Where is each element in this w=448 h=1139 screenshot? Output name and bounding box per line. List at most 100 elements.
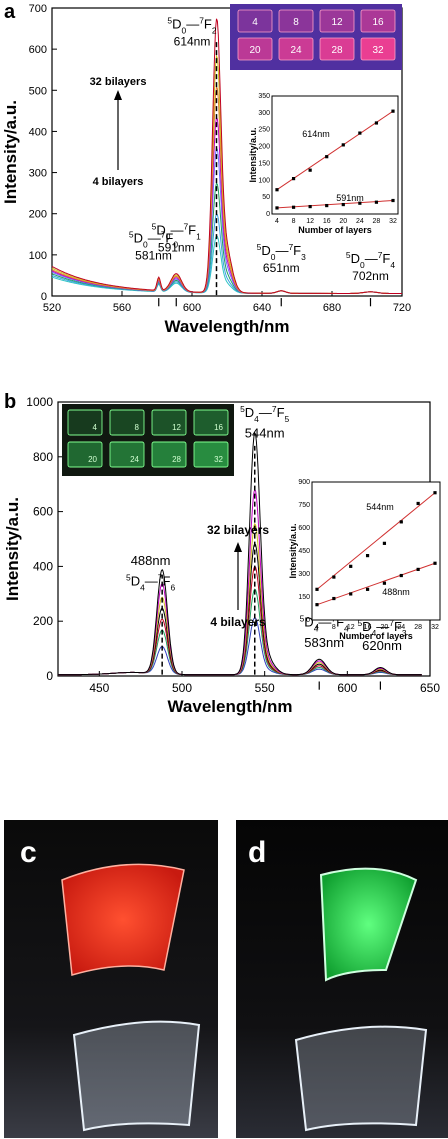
inset-y-tick-label: 50 (262, 194, 270, 201)
panel-a-label: a (4, 1, 16, 23)
film-sample-label: 8 (135, 423, 140, 432)
inset-frame (271, 95, 399, 215)
inset-x-tick-label: 28 (373, 218, 381, 225)
peak-wavelength-label: 488nm (131, 553, 171, 568)
transition-label: 5D0—7F2 (167, 16, 216, 36)
inset-x-tick-label: 12 (347, 624, 355, 631)
film-sample-label: 12 (331, 17, 343, 28)
inset-y-tick-label: 350 (258, 93, 270, 100)
inset-x-tick-label: 4 (315, 624, 319, 631)
transition-label: 5D4—7F6 (126, 573, 175, 593)
transparent-film (294, 1025, 428, 1132)
y-tick-label: 200 (33, 614, 53, 628)
y-tick-label: 0 (46, 669, 53, 683)
film-sample-label: 24 (130, 455, 139, 464)
x-axis-label: Wavelength/nm (165, 317, 290, 336)
inset-y-tick-label: 100 (258, 177, 270, 184)
inset-x-tick-label: 24 (397, 624, 405, 631)
inset-x-tick-label: 32 (431, 624, 439, 631)
inset-data-point (382, 541, 387, 545)
x-tick-label: 640 (253, 302, 271, 314)
peak-wavelength-label: 591nm (158, 240, 195, 254)
panel-b-axes: 450 500 550 600 65002004006008001000Waveleng… (3, 395, 440, 716)
inset-data-point (416, 501, 420, 506)
film-sample (193, 441, 229, 468)
inset-data-point (374, 121, 379, 125)
y-tick-label: 1000 (26, 395, 53, 409)
panel-a-annotations: 5D0—7F0581nm5D0—7F1591nm5D0—7F2614nm5D0—… (90, 16, 395, 307)
photo-d: d (236, 820, 448, 1138)
arrow-top-label: 32 bilayers (207, 523, 269, 537)
arrow-bottom-label: 4 bilayers (93, 176, 144, 188)
film-sample-label: 16 (372, 17, 384, 28)
inset-data-point (365, 554, 370, 558)
inset-data-point (275, 188, 279, 192)
inset-data-point (341, 202, 345, 207)
y-axis-label: Intensity/a.u. (3, 497, 22, 601)
x-tick-label: 500 (172, 681, 192, 695)
inset-data-point (399, 573, 403, 578)
transition-label: 5D0—7F0 (129, 230, 178, 250)
inset-series-label: 614nm (302, 129, 330, 139)
peak-wavelength-label: 544nm (245, 426, 285, 441)
inset-x-axis-label: Number of layers (298, 225, 372, 235)
inset-x-tick-label: 8 (292, 218, 296, 225)
photo-c-label: c (20, 836, 37, 869)
x-tick-label: 600 (337, 681, 357, 695)
inset-y-tick-label: 150 (258, 160, 270, 167)
inset-data-point (341, 143, 345, 147)
film-sample (278, 9, 314, 33)
y-tick-label: 300 (29, 168, 47, 180)
inset-x-tick-label: 24 (356, 218, 364, 225)
inset-y-tick-label: 150 (298, 594, 310, 601)
panel-b-photo-inset: 4 8 12 16 20 24 28 32 (62, 404, 234, 476)
film-sample (151, 441, 187, 468)
transition-label: 5D0—7F3 (257, 242, 306, 262)
x-tick-label: 560 (113, 302, 131, 314)
y-axis-label: Intensity/a.u. (1, 100, 20, 204)
peak-wavelength-label: 581nm (135, 249, 172, 263)
y-tick-label: 400 (33, 559, 53, 573)
inset-data-point (399, 520, 403, 524)
inset-series-label: 591nm (336, 193, 364, 203)
inset-series-label: 544nm (366, 502, 394, 512)
film-sample (193, 409, 229, 436)
peak-wavelength-label: 583nm (304, 635, 344, 650)
film-sample-label: 4 (252, 17, 258, 28)
panel-a-axes: 520 560 600 640 680 7200100200300400500600700… (1, 3, 411, 336)
x-tick-label: 650 (420, 681, 440, 695)
peak-wavelength-label: 702nm (352, 269, 389, 283)
inset-y-tick-label: 300 (298, 571, 310, 578)
green-luminescent-film (319, 867, 418, 982)
panel-b-label: b (4, 391, 16, 413)
inset-x-tick-label: 12 (306, 218, 314, 225)
inset-data-point (332, 596, 336, 601)
transparent-film (72, 1020, 201, 1132)
inset-y-tick-label: 600 (298, 525, 310, 532)
arrow-top-label: 32 bilayers (90, 76, 147, 88)
inset-fit-line (276, 200, 394, 209)
inset-data-point (365, 587, 370, 591)
arrow-bottom-label: 4 bilayers (210, 615, 266, 629)
inset-data-point (308, 168, 312, 172)
inset-y-tick-label: 250 (258, 127, 270, 134)
inset-y-tick-label: 450 (298, 548, 310, 555)
inset-data-point (358, 131, 362, 135)
film-sample-label: 20 (249, 45, 261, 56)
inset-data-point (325, 155, 329, 159)
x-tick-label: 550 (255, 681, 275, 695)
inset-x-tick-label: 16 (364, 624, 372, 631)
inset-data-point (315, 603, 319, 607)
inset-data-point (315, 587, 319, 591)
inset-x-tick-label: 28 (414, 624, 422, 631)
inset-data-point (291, 205, 296, 209)
spectrum-series (51, 18, 402, 294)
x-tick-label: 680 (323, 302, 341, 314)
panel-a-series (51, 18, 402, 294)
bilayer-arrow-head (234, 542, 242, 552)
film-sample-label: 28 (331, 45, 343, 56)
x-tick-label: 520 (43, 302, 61, 314)
film-sample (151, 409, 187, 436)
inset-fit-line (316, 492, 436, 590)
inset-y-axis-label: Intensity/a.u. (248, 127, 258, 182)
